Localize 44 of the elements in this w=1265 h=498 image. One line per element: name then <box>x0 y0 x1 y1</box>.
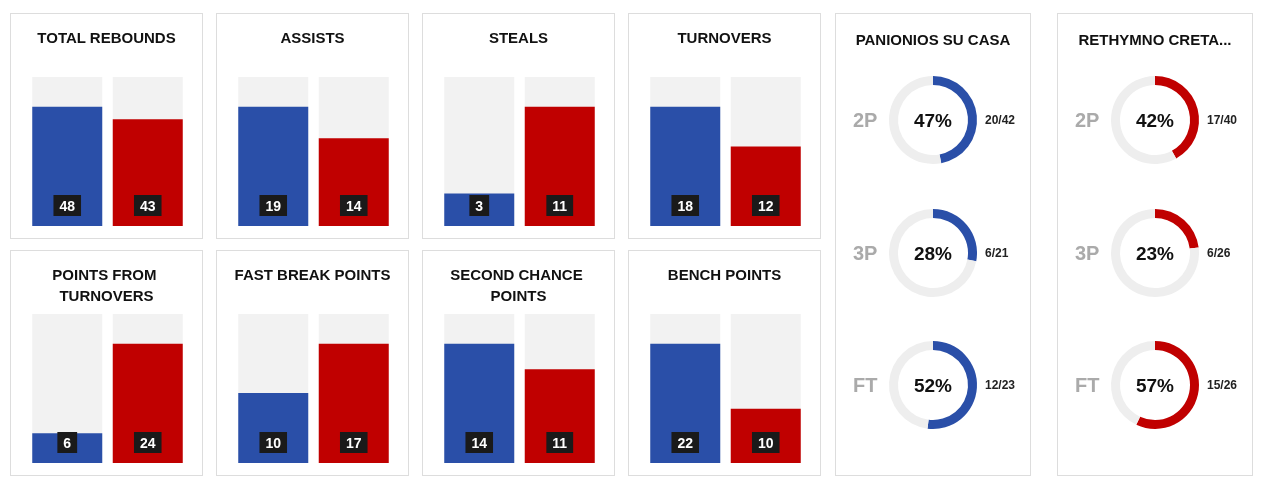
text: 42% <box>1135 109 1175 131</box>
text: 17/40 <box>1207 113 1238 127</box>
text: 2P <box>1075 109 1100 131</box>
text: FT <box>853 374 878 396</box>
data-label: 14 <box>345 198 362 214</box>
data-label: 24 <box>139 435 156 451</box>
text: 6/26 <box>1207 245 1231 260</box>
chart-title: FAST BREAK POINTS <box>234 266 391 283</box>
chart-title: TOTAL REBOUNDS <box>37 29 176 46</box>
text: 23% <box>1135 242 1175 263</box>
text: 6/21 <box>985 245 1009 260</box>
data-label: 43 <box>139 198 156 214</box>
data-label: 48 <box>59 198 76 214</box>
text: 52% <box>913 374 953 396</box>
data-label: 6 <box>63 435 72 451</box>
data-label: 3 <box>475 198 484 214</box>
text: 3P <box>1075 241 1100 264</box>
text: 28% <box>913 242 953 263</box>
text: 47% <box>913 109 953 131</box>
chart-title: ASSISTS <box>280 29 345 46</box>
data-label: 11 <box>552 435 568 451</box>
data-label: 10 <box>757 435 774 451</box>
chart-title: BENCH POINTS <box>667 266 782 283</box>
text: PANIONIOS SU CASA <box>855 31 1011 48</box>
chart-title: TURNOVERS <box>677 29 772 46</box>
data-label: 14 <box>471 435 488 451</box>
data-label: 22 <box>677 435 694 451</box>
text: 57% <box>1135 374 1175 396</box>
data-label: 17 <box>345 435 362 451</box>
data-label: 11 <box>552 198 568 214</box>
data-label: 19 <box>265 198 282 214</box>
text: 15/26 <box>1207 378 1238 392</box>
data-label: 10 <box>265 435 282 451</box>
data-label: 18 <box>677 198 694 214</box>
chart-title: STEALS <box>488 29 549 46</box>
text: RETHYMNO CRETA... <box>1078 31 1232 48</box>
chart-title: POINTS FROM TURNOVERS <box>52 266 161 304</box>
text: 3P <box>853 241 878 264</box>
text: 20/42 <box>985 113 1016 127</box>
text: FT <box>1075 374 1100 396</box>
text: 12/23 <box>985 378 1016 392</box>
chart-title: SECOND CHANCE POINTS <box>450 266 587 304</box>
data-label: 12 <box>757 198 774 214</box>
text: 2P <box>853 109 878 131</box>
